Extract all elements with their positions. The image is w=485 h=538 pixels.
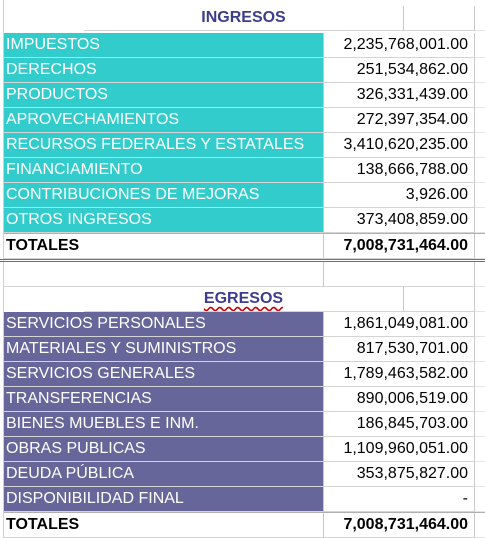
table-row[interactable]: RECURSOS FEDERALES Y ESTATALES 3,410,620… bbox=[4, 133, 485, 158]
cell[interactable] bbox=[324, 262, 475, 287]
row-value: 3,926.00 bbox=[324, 183, 475, 208]
row-value: 2,235,768,001.00 bbox=[324, 33, 475, 58]
cell[interactable] bbox=[475, 387, 485, 412]
row-value: 817,530,701.00 bbox=[324, 337, 475, 362]
row-label: RECURSOS FEDERALES Y ESTATALES bbox=[4, 133, 324, 158]
row-value: 138,666,788.00 bbox=[324, 158, 475, 183]
total-label: TOTALES bbox=[4, 234, 324, 259]
row-value: 890,006,519.00 bbox=[324, 387, 475, 412]
row-value: 186,845,703.00 bbox=[324, 412, 475, 437]
cell[interactable] bbox=[475, 58, 485, 83]
row-value: 1,789,463,582.00 bbox=[324, 362, 475, 387]
row-value: 3,410,620,235.00 bbox=[324, 133, 475, 158]
row-value: - bbox=[324, 487, 475, 512]
cell[interactable] bbox=[475, 337, 485, 362]
row-value: 326,331,439.00 bbox=[324, 83, 475, 108]
cell[interactable] bbox=[475, 262, 485, 287]
cell[interactable] bbox=[475, 362, 485, 387]
row-label: FINANCIAMIENTO bbox=[4, 158, 324, 183]
row-label: DEUDA PÚBLICA bbox=[4, 462, 324, 487]
row-label: IMPUESTOS bbox=[4, 33, 324, 58]
cell[interactable] bbox=[475, 133, 485, 158]
row-label: OBRAS PUBLICAS bbox=[4, 437, 324, 462]
egresos-title-text: EGRESOS bbox=[203, 290, 284, 307]
cell[interactable] bbox=[475, 312, 485, 337]
table-row[interactable]: CONTRIBUCIONES DE MEJORAS 3,926.00 bbox=[4, 183, 485, 208]
cell[interactable] bbox=[475, 462, 485, 487]
table-row[interactable]: APROVECHAMIENTOS 272,397,354.00 bbox=[4, 108, 485, 133]
table-row[interactable]: IMPUESTOS 2,235,768,001.00 bbox=[4, 33, 485, 58]
row-label: MATERIALES Y SUMINISTROS bbox=[4, 337, 324, 362]
row-label: DERECHOS bbox=[4, 58, 324, 83]
cell[interactable] bbox=[475, 33, 485, 58]
cell[interactable] bbox=[475, 6, 485, 31]
row-label: SERVICIOS PERSONALES bbox=[4, 312, 324, 337]
row-value: 1,109,960,051.00 bbox=[324, 437, 475, 462]
row-value: 353,875,827.00 bbox=[324, 462, 475, 487]
row-label: OTROS INGRESOS bbox=[4, 208, 324, 233]
total-label: TOTALES bbox=[4, 513, 324, 538]
row-label: SERVICIOS GENERALES bbox=[4, 362, 324, 387]
table-row[interactable]: OBRAS PUBLICAS 1,109,960,051.00 bbox=[4, 437, 485, 462]
cell[interactable] bbox=[475, 234, 485, 259]
cell[interactable] bbox=[475, 437, 485, 462]
egresos-title: EGRESOS bbox=[84, 287, 404, 312]
double-border-divider bbox=[0, 259, 485, 262]
table-row[interactable]: TRANSFERENCIAS 890,006,519.00 bbox=[4, 387, 485, 412]
cell[interactable] bbox=[475, 412, 485, 437]
table-row[interactable]: DISPONIBILIDAD FINAL - bbox=[4, 487, 485, 512]
table-row[interactable]: SERVICIOS GENERALES 1,789,463,582.00 bbox=[4, 362, 485, 387]
row-label: TRANSFERENCIAS bbox=[4, 387, 324, 412]
row-label: APROVECHAMIENTOS bbox=[4, 108, 324, 133]
cell[interactable] bbox=[475, 487, 485, 512]
table-row[interactable]: DEUDA PÚBLICA 353,875,827.00 bbox=[4, 462, 485, 487]
row-label-text: BIENES MUEBLES E INM. bbox=[6, 415, 199, 432]
ingresos-title: INGRESOS bbox=[84, 6, 404, 31]
row-value: 373,408,859.00 bbox=[324, 208, 475, 233]
total-value: 7,008,731,464.00 bbox=[324, 234, 475, 259]
table-row[interactable]: DERECHOS 251,534,862.00 bbox=[4, 58, 485, 83]
table-row[interactable]: OTROS INGRESOS 373,408,859.00 bbox=[4, 208, 485, 233]
row-label: BIENES MUEBLES E INM. bbox=[4, 412, 324, 437]
cell[interactable] bbox=[475, 108, 485, 133]
table-row[interactable]: SERVICIOS PERSONALES 1,861,049,081.00 bbox=[4, 312, 485, 337]
cell[interactable] bbox=[475, 287, 485, 312]
cell[interactable] bbox=[475, 513, 485, 538]
total-value: 7,008,731,464.00 bbox=[324, 513, 475, 538]
row-value: 251,534,862.00 bbox=[324, 58, 475, 83]
row-label: PRODUCTOS bbox=[4, 83, 324, 108]
row-label: CONTRIBUCIONES DE MEJORAS bbox=[4, 183, 324, 208]
table-row[interactable]: PRODUCTOS 326,331,439.00 bbox=[4, 83, 485, 108]
cell[interactable] bbox=[475, 83, 485, 108]
table-row[interactable]: BIENES MUEBLES E INM. 186,845,703.00 bbox=[4, 412, 485, 437]
row-label: DISPONIBILIDAD FINAL bbox=[4, 487, 324, 512]
row-value: 1,861,049,081.00 bbox=[324, 312, 475, 337]
grid-line bbox=[3, 0, 4, 538]
egresos-header-row[interactable]: EGRESOS bbox=[4, 287, 485, 312]
ingresos-header-row[interactable]: INGRESOS bbox=[4, 6, 485, 31]
row-value: 272,397,354.00 bbox=[324, 108, 475, 133]
ingresos-total-row[interactable]: TOTALES 7,008,731,464.00 bbox=[4, 233, 485, 259]
cell[interactable] bbox=[475, 158, 485, 183]
cell[interactable] bbox=[475, 208, 485, 233]
table-row[interactable]: FINANCIAMIENTO 138,666,788.00 bbox=[4, 158, 485, 183]
cell[interactable] bbox=[475, 183, 485, 208]
empty-row[interactable] bbox=[4, 262, 485, 287]
table-row[interactable]: MATERIALES Y SUMINISTROS 817,530,701.00 bbox=[4, 337, 485, 362]
egresos-total-row[interactable]: TOTALES 7,008,731,464.00 bbox=[4, 512, 485, 538]
cell[interactable] bbox=[4, 262, 324, 287]
